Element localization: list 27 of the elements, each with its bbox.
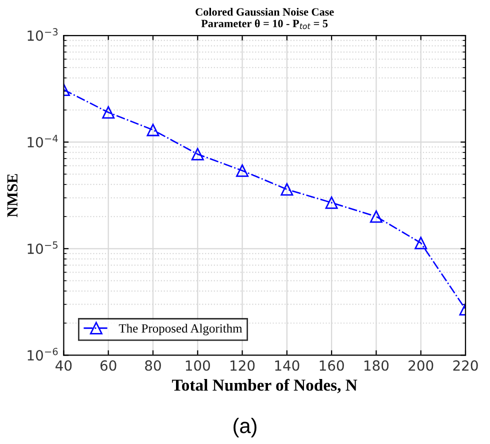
x-tick-label: 200 (408, 360, 434, 371)
x-tick-label: 60 (100, 360, 116, 371)
legend-label: The Proposed Algorithm (118, 324, 242, 336)
point (325, 196, 338, 209)
x-tick-label: 140 (275, 360, 300, 371)
point (236, 164, 249, 177)
point (146, 124, 160, 136)
x-tick-label: 40 (56, 360, 72, 371)
point (191, 148, 204, 160)
y-tick-label: 10$^{−3}$ (28, 28, 58, 41)
point (280, 183, 294, 196)
point (102, 106, 115, 119)
y-tick-label: 10$^{−5}$ (28, 241, 58, 254)
y-axis-title: NMSE (7, 174, 18, 218)
x-tick-label: 100 (186, 360, 210, 371)
text: (a) (234, 418, 256, 438)
x-tick-label: 180 (364, 360, 389, 371)
x-tick-label: 220 (453, 360, 478, 371)
x-tick-label: 80 (145, 360, 161, 371)
x-tick-label: 160 (320, 360, 344, 371)
point (370, 210, 382, 223)
point (414, 236, 428, 250)
x-tick-label: 120 (230, 360, 255, 371)
x-axis-title: Total Number of Nodes, N (172, 378, 358, 394)
y-tick-label: 10$^{−6}$ (28, 348, 58, 361)
chart-title: Colored Gaussian Noise Case Parameter θ = 10 - P$_{tot}$ = 5 (196, 8, 334, 30)
y-tick-label: 10$^{−4}$ (28, 134, 58, 148)
